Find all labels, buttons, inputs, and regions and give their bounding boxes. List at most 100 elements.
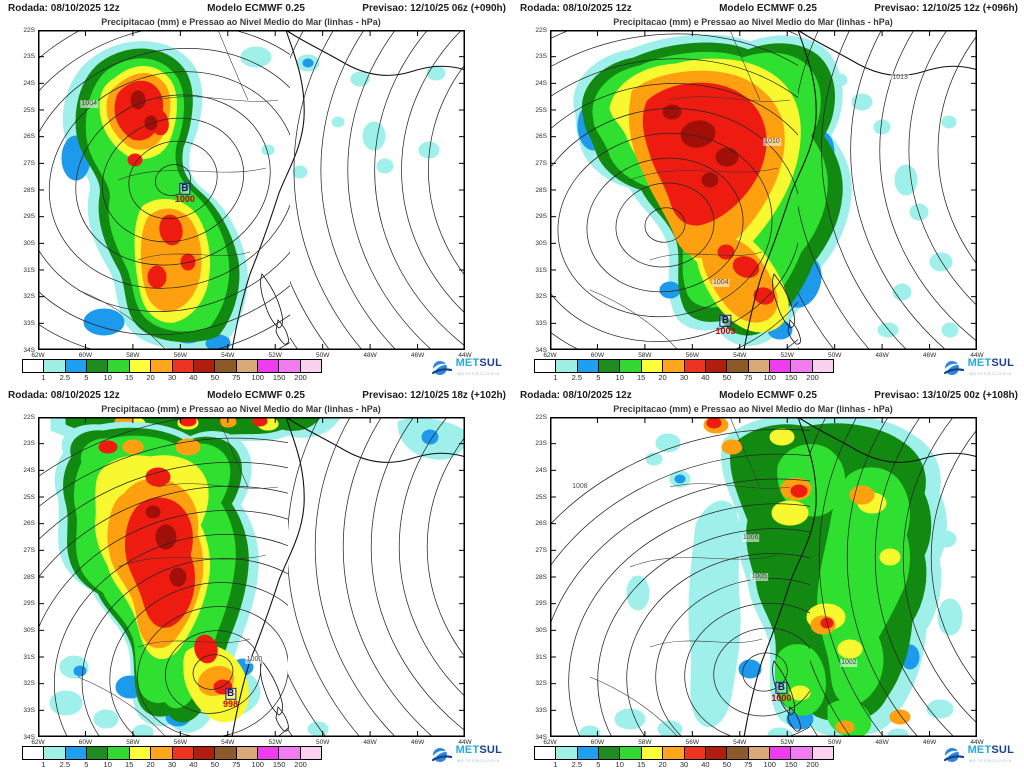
metsul-wordmark: METSUL METEOROLOGIA	[456, 357, 502, 379]
colorbar-threshold-label: 150	[784, 760, 798, 769]
isobar-line	[398, 417, 465, 697]
lon-axis-label: 52W	[780, 739, 794, 746]
isobar-line	[38, 485, 288, 737]
colorbar-cells	[534, 746, 834, 760]
map-frame	[550, 30, 977, 350]
colorbar-cell	[108, 747, 130, 759]
colorbar-threshold-label: 2.5	[59, 373, 71, 382]
precip-shading	[49, 417, 465, 737]
map-subtitle: Precipitacao (mm) e Pressao ao Nivel Med…	[101, 17, 381, 27]
lat-axis-label: 33S	[23, 706, 35, 714]
logo-tagline: METEOROLOGIA	[969, 759, 1013, 763]
lat-axis-label: 25S	[535, 106, 547, 114]
forecast-panel-096h: Rodada: 08/10/2025 12z Modelo ECMWF 0.25…	[512, 0, 1024, 387]
lat-axis-label: 30S	[535, 239, 547, 247]
axis-ticks	[38, 417, 465, 737]
isobar-line	[930, 429, 977, 685]
metsul-logo: METSUL METEOROLOGIA	[943, 357, 1014, 379]
lat-axis-label: 32S	[535, 680, 547, 688]
valid-time-label: Previsao: 12/10/25 06z (+090h)	[362, 3, 506, 14]
logo-sul: SUL	[991, 744, 1014, 756]
colorbar-threshold-label: 50	[210, 760, 220, 769]
colorbar-cell	[236, 747, 258, 759]
isobar-lines	[288, 417, 465, 737]
lat-axis-label: 30S	[23, 626, 35, 634]
colorbar-threshold-label: 50	[722, 373, 732, 382]
map-subtitle: Precipitacao (mm) e Pressao ao Nivel Med…	[101, 404, 381, 414]
lon-axis-label: 54W	[221, 739, 235, 746]
lagoon-outline	[275, 319, 289, 345]
precip-shading	[573, 34, 959, 346]
lon-axis-label: 58W	[126, 352, 140, 359]
isobar-line	[288, 417, 361, 737]
isobar-line	[38, 509, 288, 737]
forecast-panel-108h: Rodada: 08/10/2025 12z Modelo ECMWF 0.25…	[512, 387, 1024, 774]
metsul-logo: METSUL METEOROLOGIA	[431, 744, 502, 766]
lat-axis-label: 26S	[535, 520, 547, 528]
weather-map	[550, 417, 977, 737]
colorbar-cell	[172, 360, 194, 372]
colorbar-cells	[534, 359, 834, 373]
lon-axis-label: 56W	[685, 352, 700, 359]
state-border-line	[117, 167, 267, 181]
colorbar-cell	[684, 747, 706, 759]
colorbar-cell	[193, 360, 216, 372]
forecast-panel-090h: Rodada: 08/10/2025 12z Modelo ECMWF 0.25…	[0, 0, 512, 387]
colorbar-threshold-label: 5	[84, 760, 89, 769]
run-label: Rodada: 08/10/2025 12z	[520, 390, 632, 401]
logo-tagline: METEOROLOGIA	[457, 759, 501, 763]
colorbar-cell	[748, 747, 770, 759]
logo-met: MET	[967, 357, 992, 369]
precip-colorbar: 1 2.5 5 10 15 20 30 40 50 75 100 150 200	[534, 746, 834, 772]
lat-axis-label: 23S	[23, 440, 35, 448]
colorbar-cell	[23, 360, 45, 372]
lat-axis-label: 22S	[23, 26, 35, 34]
colorbar-cell	[172, 747, 194, 759]
metsul-wordmark: METSUL METEOROLOGIA	[456, 744, 502, 766]
model-label: Modelo ECMWF 0.25	[719, 3, 817, 14]
lon-axis-label: 52W	[268, 739, 282, 746]
lon-axis-label: 52W	[780, 352, 794, 359]
lagoon-outline	[260, 273, 283, 329]
colorbar-threshold-label: 15	[124, 760, 134, 769]
isobar-line	[137, 606, 288, 737]
lagoon-outline	[772, 660, 795, 716]
isobar-line	[937, 35, 977, 265]
isobar-line	[75, 94, 271, 266]
isobar-value-label: 1010	[763, 138, 781, 146]
lon-axis-label: 46W	[922, 352, 937, 359]
precip-colorbar: 1 2.5 5 10 15 20 30 40 50 75 100 150 200	[534, 359, 834, 385]
coastline	[797, 30, 977, 76]
lat-axis-label: 27S	[23, 546, 35, 554]
lat-axis-label: 25S	[23, 106, 35, 114]
state-border-line	[729, 417, 761, 488]
isobar-line	[615, 182, 715, 268]
lat-axis-label: 26S	[23, 133, 35, 141]
lon-axis-label: 58W	[638, 739, 652, 746]
isobar-line	[426, 436, 465, 658]
colorbar-threshold-label: 200	[806, 760, 819, 769]
state-border-line	[649, 251, 763, 261]
low-pressure-symbol: B	[719, 314, 732, 327]
isobar-value-label: 1004	[712, 278, 730, 287]
isobar-line	[626, 553, 810, 737]
isobar-line	[428, 63, 465, 277]
colorbar-threshold-label: 1	[553, 373, 558, 382]
map-subtitle: Precipitacao (mm) e Pressao ao Nivel Med…	[613, 404, 893, 414]
colorbar-threshold-label: 30	[167, 373, 177, 382]
isobar-line	[644, 207, 686, 243]
lon-axis-label: 50W	[315, 352, 330, 359]
coastline	[231, 30, 305, 350]
lat-axis-label: 34S	[23, 733, 35, 741]
lat-axis-label: 23S	[23, 53, 35, 61]
colorbar-threshold-label: 2.5	[571, 373, 583, 382]
isobar-value-label: 1013	[891, 74, 909, 82]
colorbar-threshold-label: 50	[722, 760, 732, 769]
colorbar-cell	[769, 747, 792, 759]
colorbar-threshold-label: 2.5	[571, 760, 583, 769]
colorbar-threshold-label: 2.5	[59, 760, 71, 769]
colorbar-cell	[684, 360, 706, 372]
isobar-line	[192, 654, 234, 690]
colorbar-threshold-label: 75	[744, 373, 753, 382]
